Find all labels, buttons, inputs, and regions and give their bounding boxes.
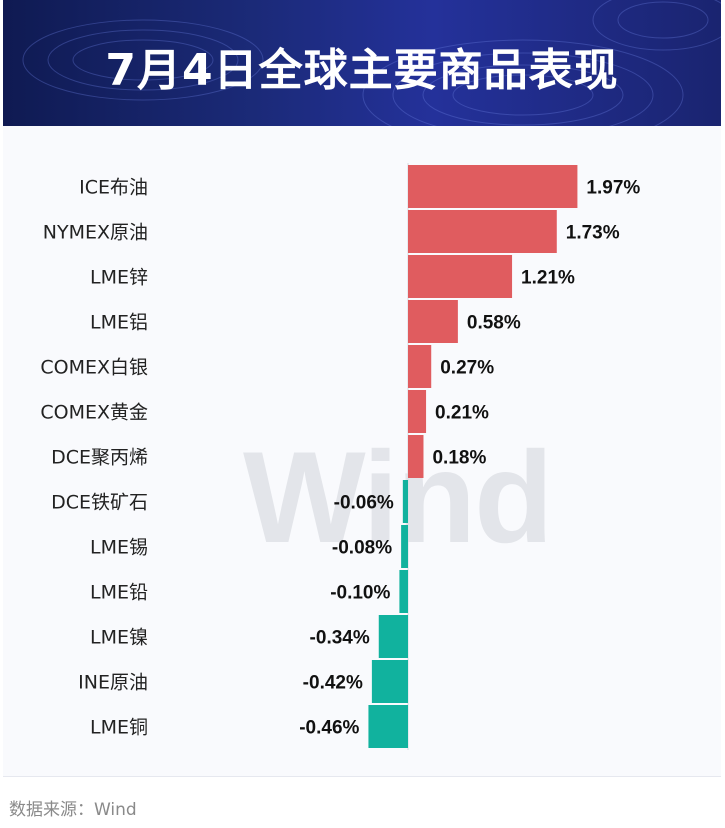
data-label: -0.06% bbox=[334, 493, 394, 514]
data-label: -0.34% bbox=[310, 628, 370, 649]
category-label: LME铝 bbox=[90, 312, 148, 334]
category-label: DCE铁矿石 bbox=[51, 492, 148, 514]
category-label: INE原油 bbox=[78, 672, 148, 694]
category-label: DCE聚丙烯 bbox=[51, 447, 148, 469]
bar bbox=[368, 705, 408, 748]
bar bbox=[401, 525, 408, 568]
bar bbox=[408, 210, 557, 253]
category-label: COMEX黄金 bbox=[40, 402, 148, 424]
bar bbox=[408, 435, 424, 478]
data-source: 数据来源：Wind bbox=[9, 800, 137, 820]
bar bbox=[408, 345, 432, 388]
contour-decoration bbox=[22, 0, 721, 126]
data-label: 1.21% bbox=[521, 268, 575, 289]
bar bbox=[378, 615, 408, 658]
category-label: NYMEX原油 bbox=[43, 222, 148, 244]
data-label: 1.97% bbox=[586, 178, 640, 199]
title-banner: 7月4日全球主要商品表现 bbox=[3, 0, 721, 126]
category-label: LME锌 bbox=[90, 267, 148, 289]
category-label: ICE布油 bbox=[79, 177, 148, 199]
category-label: LME镍 bbox=[90, 627, 148, 649]
bar bbox=[408, 255, 513, 298]
watermark: Wind bbox=[243, 424, 553, 570]
bar bbox=[399, 570, 408, 613]
bar bbox=[408, 390, 427, 433]
page-title: 7月4日全球主要商品表现 bbox=[105, 45, 619, 96]
category-label: LME锡 bbox=[90, 537, 148, 559]
data-label: -0.10% bbox=[330, 583, 390, 604]
chart-panel: Wind bbox=[3, 126, 721, 777]
category-label: LME铜 bbox=[90, 717, 148, 739]
category-label: COMEX白银 bbox=[40, 357, 148, 379]
data-label: -0.08% bbox=[332, 538, 392, 559]
data-label: 0.58% bbox=[467, 313, 521, 334]
bar bbox=[408, 165, 578, 208]
data-label: 0.27% bbox=[440, 358, 494, 379]
bar bbox=[408, 300, 458, 343]
data-label: 1.73% bbox=[566, 223, 620, 244]
data-label: 0.18% bbox=[432, 448, 486, 469]
category-label: LME铅 bbox=[90, 582, 148, 604]
data-label: -0.42% bbox=[303, 673, 363, 694]
data-label: 0.21% bbox=[435, 403, 489, 424]
bar bbox=[402, 480, 408, 523]
bar bbox=[371, 660, 408, 703]
data-label: -0.46% bbox=[299, 718, 359, 739]
